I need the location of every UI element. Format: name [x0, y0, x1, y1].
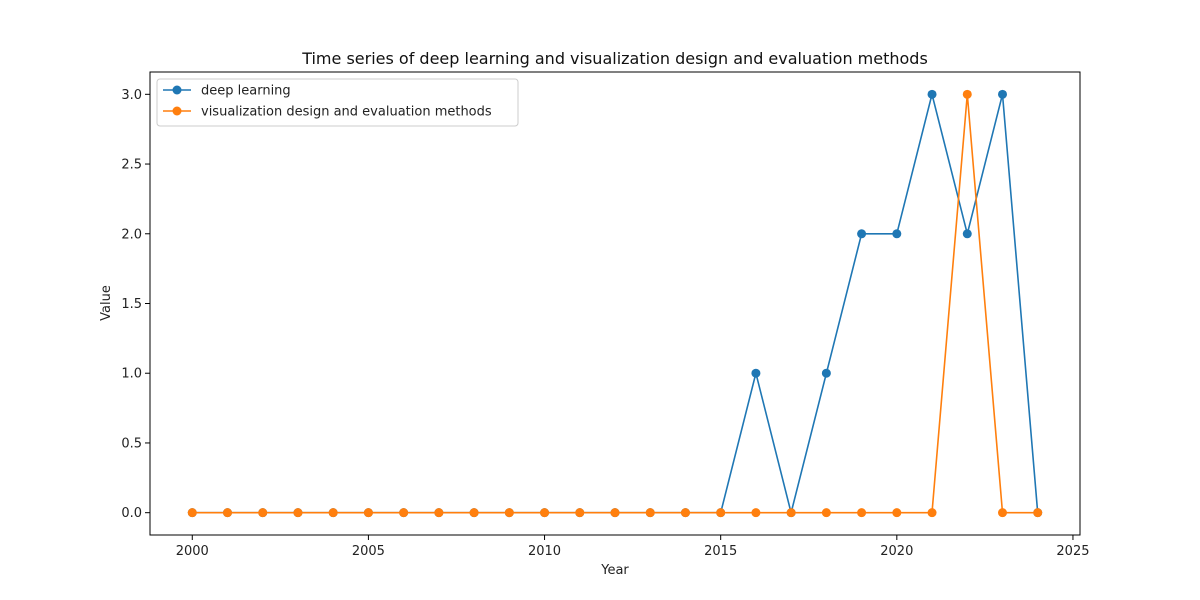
y-tick-label: 2.5: [121, 158, 142, 173]
legend-label-deep-learning: deep learning: [201, 84, 291, 99]
plot-area: [149, 71, 1081, 536]
data-point-deep-learning: [962, 229, 972, 239]
y-tick-label: 1.5: [121, 297, 142, 312]
x-tick-label: 2020: [880, 544, 913, 559]
chart-title: Time series of deep learning and visuali…: [301, 49, 928, 68]
x-axis-title: Year: [600, 563, 629, 578]
data-point-visualization-design-and-evaluation-methods: [892, 508, 902, 518]
data-point-visualization-design-and-evaluation-methods: [293, 508, 303, 518]
data-point-deep-learning: [751, 368, 761, 378]
data-point-visualization-design-and-evaluation-methods: [927, 508, 937, 518]
x-tick-label: 2010: [528, 544, 561, 559]
data-point-deep-learning: [857, 229, 867, 239]
data-point-visualization-design-and-evaluation-methods: [821, 508, 831, 518]
legend-box: [156, 78, 519, 127]
x-axis: 2000 2005 2010 2015 2020 2025: [176, 535, 1090, 559]
data-point-visualization-design-and-evaluation-methods: [258, 508, 268, 518]
data-point-visualization-design-and-evaluation-methods: [469, 508, 479, 518]
data-point-visualization-design-and-evaluation-methods: [998, 508, 1007, 518]
x-tick-label: 2015: [704, 544, 737, 559]
data-point-visualization-design-and-evaluation-methods: [786, 508, 796, 518]
series-line-deep-learning: [192, 94, 1039, 514]
data-point-visualization-design-and-evaluation-methods: [857, 508, 867, 518]
y-tick-label: 0.0: [121, 506, 142, 521]
data-point-visualization-design-and-evaluation-methods: [223, 508, 232, 518]
series-layer: [187, 89, 1043, 518]
data-point-deep-learning: [998, 89, 1007, 99]
data-point-visualization-design-and-evaluation-methods: [751, 508, 761, 518]
x-tick-label: 2005: [352, 544, 385, 559]
data-point-visualization-design-and-evaluation-methods: [962, 89, 972, 99]
x-tick-label: 2025: [1056, 544, 1089, 559]
data-point-visualization-design-and-evaluation-methods: [328, 508, 338, 518]
data-point-visualization-design-and-evaluation-methods: [1033, 508, 1043, 518]
data-point-visualization-design-and-evaluation-methods: [540, 508, 550, 518]
y-axis-title: Value: [99, 285, 114, 321]
x-tick-label: 2000: [176, 544, 209, 559]
data-point-visualization-design-and-evaluation-methods: [399, 508, 409, 518]
data-point-visualization-design-and-evaluation-methods: [716, 508, 726, 518]
data-point-visualization-design-and-evaluation-methods: [504, 508, 514, 518]
data-point-visualization-design-and-evaluation-methods: [363, 508, 373, 518]
data-point-visualization-design-and-evaluation-methods: [610, 508, 620, 518]
legend-label-visualization-design-and-evaluation-methods: visualization design and evaluation meth…: [201, 105, 492, 120]
legend-marker-deep-learning: [172, 85, 182, 95]
y-tick-label: 2.0: [121, 227, 142, 242]
legend-marker-visualization-design-and-evaluation-methods: [172, 106, 182, 116]
data-point-deep-learning: [927, 89, 937, 99]
legend: deep learning visualization design and ev…: [156, 78, 519, 127]
data-point-visualization-design-and-evaluation-methods: [575, 508, 585, 518]
y-tick-label: 1.0: [121, 367, 142, 382]
data-point-visualization-design-and-evaluation-methods: [187, 508, 197, 518]
y-axis: 0.0 0.5 1.0 1.5 2.0 2.5 3.0: [121, 88, 150, 521]
y-tick-label: 3.0: [121, 88, 142, 103]
data-point-visualization-design-and-evaluation-methods: [434, 508, 444, 518]
y-tick-label: 0.5: [121, 436, 142, 451]
data-point-visualization-design-and-evaluation-methods: [680, 508, 690, 518]
series-line-visualization-design-and-evaluation-methods: [192, 94, 1038, 514]
data-point-deep-learning: [892, 229, 902, 239]
data-point-deep-learning: [821, 368, 831, 378]
data-point-visualization-design-and-evaluation-methods: [645, 508, 655, 518]
